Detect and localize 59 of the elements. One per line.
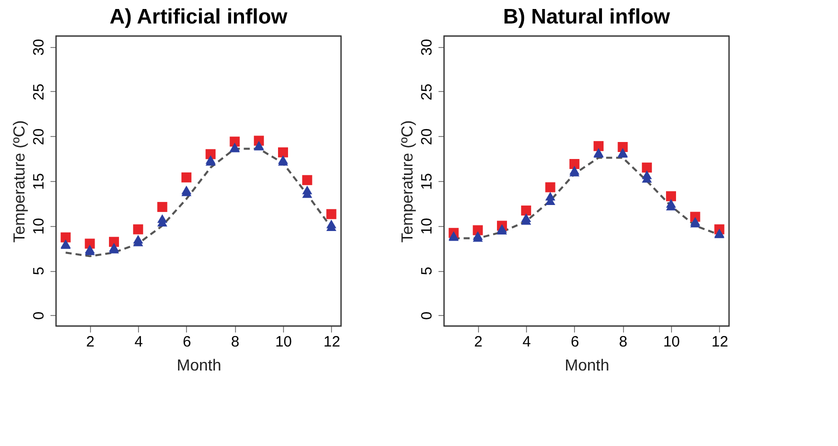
x-tick-label: 10 (663, 334, 680, 350)
point (133, 234, 144, 244)
point (666, 191, 676, 202)
x-axis-title: Month (176, 358, 222, 374)
point (84, 238, 95, 249)
point (302, 175, 312, 186)
point (326, 220, 336, 228)
x-tick-label: 2 (474, 334, 482, 350)
y-tick-label: 15 (30, 173, 48, 190)
y-tick-label: 5 (30, 266, 48, 276)
point (133, 224, 144, 234)
point (642, 162, 652, 173)
point (594, 141, 604, 152)
y-tick-label: 25 (418, 84, 436, 100)
y-tick-label: 25 (30, 84, 48, 100)
x-tick-label: 6 (182, 334, 192, 350)
y-tick-label: 0 (418, 312, 436, 320)
point (618, 142, 628, 152)
x-tick-label: 6 (570, 334, 580, 350)
x-tick-label: 10 (275, 334, 292, 350)
x-tick-label: 12 (711, 334, 728, 350)
y-tick-label: 10 (418, 218, 436, 235)
y-tick-label: 5 (418, 266, 436, 276)
point (157, 214, 168, 223)
chart-title: B) Natural inflow (503, 5, 671, 28)
x-tick-label: 4 (134, 334, 143, 350)
x-tick-label: 4 (522, 334, 531, 350)
point (521, 206, 532, 216)
x-tick-label: 8 (231, 334, 240, 350)
point (108, 236, 119, 247)
y-tick-label: 0 (30, 312, 48, 320)
x-tick-label: 8 (619, 334, 628, 350)
point (521, 213, 532, 222)
point (569, 158, 580, 169)
x-tick-label: 12 (323, 334, 340, 350)
point (545, 192, 556, 201)
point (545, 182, 556, 192)
y-tick-label: 20 (30, 128, 48, 146)
y-axis-title: Temperature (ºC) (400, 120, 416, 243)
x-tick-label: 2 (86, 334, 94, 350)
point (326, 209, 336, 220)
point (230, 136, 240, 147)
y-tick-label: 30 (418, 38, 436, 56)
point (302, 186, 312, 194)
point (157, 202, 168, 212)
y-tick-label: 15 (418, 173, 436, 190)
point (181, 172, 192, 182)
chart-title: A) Artificial inflow (110, 5, 288, 28)
y-axis-title: Temperature (ºC) (12, 120, 28, 243)
y-tick-label: 30 (30, 38, 48, 56)
point (60, 232, 71, 242)
point (206, 149, 216, 160)
point (278, 147, 288, 158)
y-tick-label: 10 (30, 218, 48, 235)
point (642, 170, 652, 180)
y-tick-label: 20 (418, 128, 436, 146)
point (472, 225, 483, 236)
point (666, 199, 676, 208)
x-axis-title: Month (564, 358, 610, 374)
